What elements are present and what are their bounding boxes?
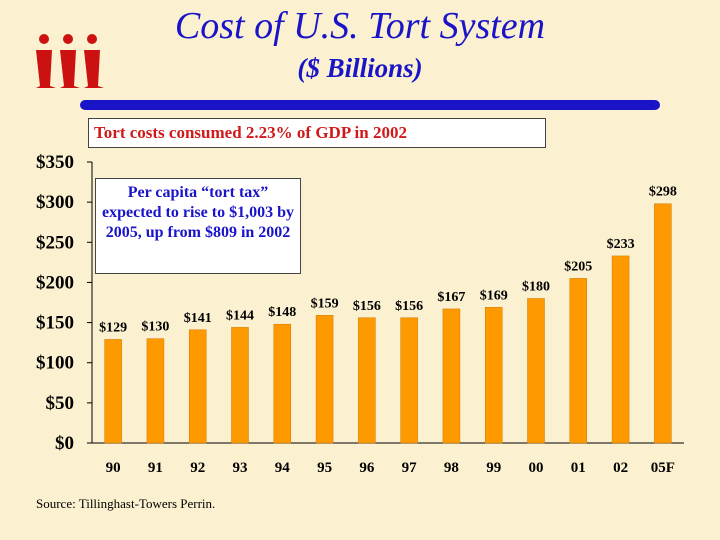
data-label-92: $141 (184, 311, 212, 326)
x-tick-label: 95 (317, 460, 332, 476)
tort-tax-note: Per capita “tort tax” expected to rise t… (95, 178, 301, 274)
y-tick-label: $300 (36, 192, 74, 213)
gdp-callout: Tort costs consumed 2.23% of GDP in 2002 (88, 118, 546, 148)
data-label-97: $156 (395, 299, 423, 314)
chart-title: Cost of U.S. Tort System (174, 5, 546, 47)
x-tick-label: 02 (613, 460, 628, 476)
bar-02 (611, 255, 630, 444)
y-tick-label: $50 (46, 393, 75, 414)
bar-95 (315, 315, 334, 444)
x-tick-label: 96 (359, 460, 375, 476)
bar-00 (527, 298, 545, 444)
x-tick-label: 00 (529, 460, 544, 476)
y-tick-label: $350 (36, 152, 74, 173)
data-label-98: $167 (437, 290, 465, 305)
data-label-05F: $298 (649, 185, 677, 200)
bar-92 (188, 329, 207, 444)
data-label-99: $169 (480, 288, 508, 303)
x-tick-label: 99 (486, 460, 501, 476)
data-label-96: $156 (353, 299, 381, 314)
data-label-00: $180 (522, 279, 550, 294)
bar-90 (104, 339, 122, 444)
bar-97 (400, 317, 418, 444)
bar-96 (358, 317, 376, 444)
y-tick-label: $150 (36, 313, 74, 334)
x-tick-label: 97 (402, 460, 418, 476)
x-tick-label: 05F (651, 460, 675, 476)
bar-05F (654, 203, 672, 444)
bar-01 (569, 278, 588, 444)
data-label-93: $144 (226, 308, 254, 323)
bar-94 (273, 323, 292, 444)
data-label-90: $129 (99, 320, 127, 335)
x-tick-label: 91 (148, 460, 163, 476)
data-label-95: $159 (311, 296, 339, 311)
source-note: Source: Tillinghast-Towers Perrin. (36, 496, 216, 511)
data-label-02: $233 (607, 237, 635, 252)
bar-99 (484, 307, 503, 444)
bar-91 (146, 338, 165, 444)
y-tick-label: $200 (36, 272, 74, 293)
x-tick-label: 01 (571, 460, 586, 476)
bar-93 (231, 327, 249, 444)
x-tick-label: 92 (190, 460, 205, 476)
x-tick-label: 93 (233, 460, 248, 476)
iii-logo-icon (36, 34, 104, 88)
y-tick-label: $0 (55, 433, 74, 454)
bar-98 (442, 308, 461, 444)
x-tick-label: 94 (275, 460, 291, 476)
y-tick-label: $100 (36, 353, 74, 374)
x-tick-label: 98 (444, 460, 459, 476)
x-tick-label: 90 (106, 460, 121, 476)
y-tick-label: $250 (36, 232, 74, 253)
chart-subtitle: ($ Billions) (297, 53, 423, 83)
title-divider (80, 100, 660, 110)
data-label-94: $148 (268, 305, 296, 320)
data-label-91: $130 (141, 320, 169, 335)
data-label-01: $205 (564, 259, 592, 274)
